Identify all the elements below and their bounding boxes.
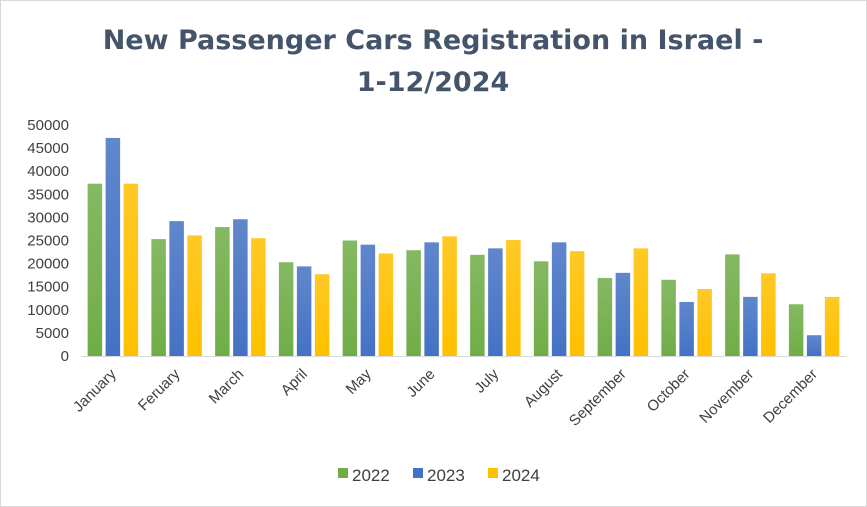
x-tick-label: May [343,365,375,397]
y-tick-label: 45000 [27,140,69,157]
bar-2024-december [824,296,840,356]
y-tick-label: 50000 [27,117,69,134]
bar-2022-october [661,279,676,356]
chart-title-line-1: New Passenger Cars Registration in Israe… [103,25,764,56]
bar-2022-august [533,261,549,356]
bar-2023-may [360,244,376,356]
x-axis: January Feruary March April May June July Augus… [70,356,846,430]
y-axis: 0 5000 10000 15000 20000 25000 30000 35000 40000… [27,117,69,365]
legend-label: 2024 [502,466,540,485]
bar-2024-feruary [187,235,202,356]
x-tick-label: March [206,366,247,407]
bar-2023-april [296,266,312,356]
x-tick-label: August [521,365,567,411]
x-tick-label: September [566,366,630,430]
legend-item-2024: 2024 [488,466,540,485]
y-tick-label: 30000 [27,209,69,226]
x-tick-label: Feruary [135,365,184,414]
bar-2023-july [488,248,503,356]
bar-2022-june [406,250,421,356]
legend-label: 2023 [427,466,465,485]
bar-2023-october [679,301,694,356]
bar-2024-march [251,238,266,356]
bar-2022-march [215,227,230,356]
x-tick-label: October [644,366,694,416]
y-tick-label: 5000 [36,325,69,342]
bar-2022-april [278,262,294,356]
legend-item-2023: 2023 [413,466,465,485]
bar-2024-july [506,240,521,356]
legend-swatch [413,468,423,478]
legend: 2022 2023 2024 [338,466,540,485]
y-tick-label: 15000 [27,279,69,296]
bar-2022-july [470,254,485,356]
bar-2023-feruary [169,221,184,356]
x-tick-label: December [760,366,821,427]
x-tick-label: November [696,366,757,427]
bar-2024-january [123,183,139,356]
y-tick-label: 10000 [27,302,69,319]
bars [87,137,840,356]
y-tick-label: 25000 [27,233,69,250]
bar-2024-june [442,236,457,356]
bar-2024-may [378,253,394,356]
bar-2022-november [725,254,740,356]
bar-2022-december [788,304,804,356]
bar-2023-march [233,219,248,356]
bar-2024-october [697,289,712,356]
y-tick-label: 35000 [27,186,69,203]
x-tick-label: April [278,366,311,399]
legend-swatch [488,468,498,478]
bar-2022-may [342,240,358,356]
bar-2024-november [761,273,776,356]
bar-2023-november [743,296,758,356]
bar-2022-january [87,183,103,356]
legend-swatch [338,468,348,478]
legend-item-2022: 2022 [338,466,390,485]
y-tick-label: 20000 [27,256,69,273]
x-tick-label: July [471,365,502,396]
chart-title-line-2: 1-12/2024 [357,67,510,98]
bar-2022-september [597,277,613,356]
bar-2024-april [314,274,330,356]
bar-2023-june [424,242,439,356]
bar-2022-feruary [151,239,166,356]
bar-2024-september [633,248,649,356]
bar-2023-december [806,335,822,356]
x-tick-label: June [403,366,438,401]
legend-label: 2022 [352,466,390,485]
x-tick-label: January [70,365,120,415]
bar-2023-september [615,272,631,356]
y-tick-label: 40000 [27,163,69,180]
bar-2023-january [105,137,121,356]
bar-2023-august [551,242,567,356]
y-tick-label: 0 [61,348,69,365]
bar-2024-august [569,251,585,356]
